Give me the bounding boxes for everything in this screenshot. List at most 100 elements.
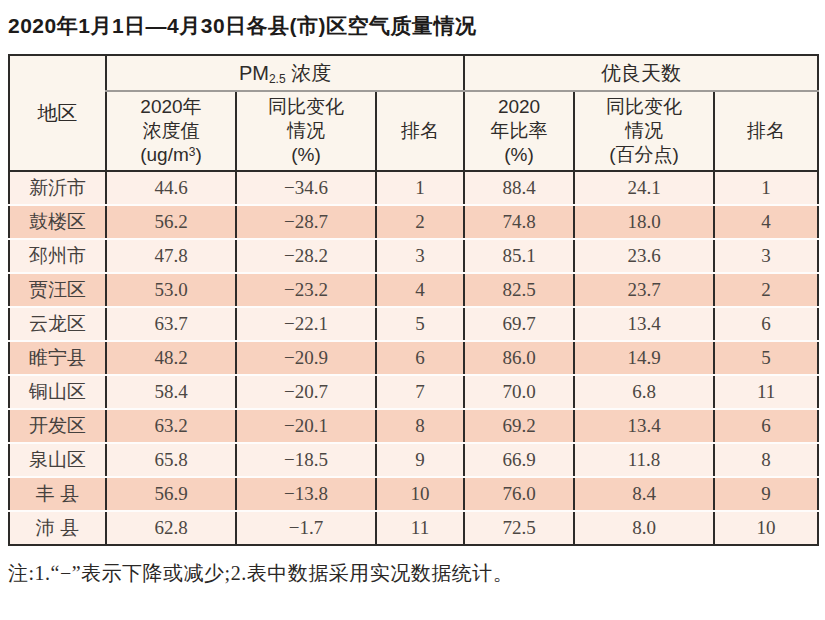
pm-value-cell: 53.0 [106,273,236,307]
col-group-pm25: PM2.5 浓度 [106,55,464,91]
pm-rank-cell: 9 [376,443,464,477]
days-rank-cell: 6 [714,307,818,341]
days-rank-cell: 4 [714,205,818,239]
table-row: 睢宁县 48.2 −20.9 6 86.0 14.9 5 [9,341,818,375]
days-ratio-cell: 88.4 [464,171,574,205]
table-row: 泉山区 65.8 −18.5 9 66.9 11.8 8 [9,443,818,477]
pm-value-cell: 63.2 [106,409,236,443]
pm-change-cell: −20.7 [236,375,376,409]
pm25-subscript: 2.5 [269,72,286,86]
region-cell: 贾汪区 [9,273,106,307]
pm-value-cell: 44.6 [106,171,236,205]
days-change-cell: 18.0 [574,205,714,239]
col-header-pm-rank: 排名 [376,91,464,171]
table-row: 沛 县 62.8 −1.7 11 72.5 8.0 10 [9,511,818,545]
pm-change-cell: −20.9 [236,341,376,375]
table-body: 新沂市 44.6 −34.6 1 88.4 24.1 1 鼓楼区 56.2 −2… [9,171,818,545]
days-change-cell: 8.0 [574,511,714,545]
pm-rank-cell: 4 [376,273,464,307]
pm-change-cell: −1.7 [236,511,376,545]
pm-rank-cell: 6 [376,341,464,375]
page: 2020年1月1日—4月30日各县(市)区空气质量情况 地区 PM2.5 浓度 … [0,0,825,587]
days-ratio-cell: 72.5 [464,511,574,545]
table-row: 云龙区 63.7 −22.1 5 69.7 13.4 6 [9,307,818,341]
table-row: 开发区 63.2 −20.1 8 69.2 13.4 6 [9,409,818,443]
col-header-region: 地区 [9,55,106,171]
pm-value-cell: 58.4 [106,375,236,409]
pm-change-cell: −34.6 [236,171,376,205]
pm-change-cell: −28.7 [236,205,376,239]
col-header-pm-change: 同比变化 情况 (%) [236,91,376,171]
pm-value-cell: 56.2 [106,205,236,239]
pm-rank-cell: 11 [376,511,464,545]
days-rank-cell: 3 [714,239,818,273]
pm-value-cell: 48.2 [106,341,236,375]
table-row: 邳州市 47.8 −28.2 3 85.1 23.6 3 [9,239,818,273]
days-ratio-cell: 86.0 [464,341,574,375]
region-cell: 鼓楼区 [9,205,106,239]
days-rank-cell: 6 [714,409,818,443]
days-rank-cell: 10 [714,511,818,545]
pm-rank-cell: 1 [376,171,464,205]
pm-value-cell: 62.8 [106,511,236,545]
region-cell: 云龙区 [9,307,106,341]
air-quality-table: 地区 PM2.5 浓度 优良天数 2020年 浓度值 (ug/m3) 同比变化 … [8,54,819,546]
days-ratio-cell: 76.0 [464,477,574,511]
table-row: 丰 县 56.9 −13.8 10 76.0 8.4 9 [9,477,818,511]
pm-rank-cell: 3 [376,239,464,273]
col-group-good-days: 优良天数 [464,55,818,91]
page-title: 2020年1月1日—4月30日各县(市)区空气质量情况 [8,12,817,39]
table-row: 鼓楼区 56.2 −28.7 2 74.8 18.0 4 [9,205,818,239]
pm-value-cell: 47.8 [106,239,236,273]
col-header-days-ratio: 2020 年比率 (%) [464,91,574,171]
pm-value-cell: 56.9 [106,477,236,511]
col-header-pm-concentration: 2020年 浓度值 (ug/m3) [106,91,236,171]
days-change-cell: 13.4 [574,307,714,341]
region-cell: 丰 县 [9,477,106,511]
table-header: 地区 PM2.5 浓度 优良天数 2020年 浓度值 (ug/m3) 同比变化 … [9,55,818,171]
footnote: 注:1.“−”表示下降或减少;2.表中数据采用实况数据统计。 [8,560,817,587]
region-cell: 沛 县 [9,511,106,545]
pm-change-cell: −18.5 [236,443,376,477]
days-change-cell: 23.6 [574,239,714,273]
table-row: 贾汪区 53.0 −23.2 4 82.5 23.7 2 [9,273,818,307]
pm-change-cell: −20.1 [236,409,376,443]
days-ratio-cell: 82.5 [464,273,574,307]
table-row: 铜山区 58.4 −20.7 7 70.0 6.8 11 [9,375,818,409]
days-change-cell: 23.7 [574,273,714,307]
pm25-label-rest: 浓度 [286,62,332,84]
col-header-days-rank: 排名 [714,91,818,171]
pm-rank-cell: 7 [376,375,464,409]
pm-rank-cell: 2 [376,205,464,239]
pm-change-cell: −23.2 [236,273,376,307]
days-ratio-cell: 69.2 [464,409,574,443]
days-rank-cell: 2 [714,273,818,307]
days-ratio-cell: 66.9 [464,443,574,477]
days-change-cell: 24.1 [574,171,714,205]
pm25-label: PM [239,62,269,84]
region-cell: 邳州市 [9,239,106,273]
region-cell: 泉山区 [9,443,106,477]
days-change-cell: 6.8 [574,375,714,409]
days-rank-cell: 8 [714,443,818,477]
days-change-cell: 11.8 [574,443,714,477]
region-cell: 睢宁县 [9,341,106,375]
region-cell: 开发区 [9,409,106,443]
pm-rank-cell: 10 [376,477,464,511]
table-row: 新沂市 44.6 −34.6 1 88.4 24.1 1 [9,171,818,205]
col-header-days-change: 同比变化 情况 (百分点) [574,91,714,171]
days-ratio-cell: 70.0 [464,375,574,409]
pm-change-cell: −13.8 [236,477,376,511]
pm-value-cell: 63.7 [106,307,236,341]
days-change-cell: 14.9 [574,341,714,375]
pm-rank-cell: 5 [376,307,464,341]
region-cell: 铜山区 [9,375,106,409]
days-rank-cell: 5 [714,341,818,375]
pm-rank-cell: 8 [376,409,464,443]
pm-value-cell: 65.8 [106,443,236,477]
header-group-row: 地区 PM2.5 浓度 优良天数 [9,55,818,91]
pm-change-cell: −22.1 [236,307,376,341]
days-change-cell: 13.4 [574,409,714,443]
region-cell: 新沂市 [9,171,106,205]
days-ratio-cell: 69.7 [464,307,574,341]
